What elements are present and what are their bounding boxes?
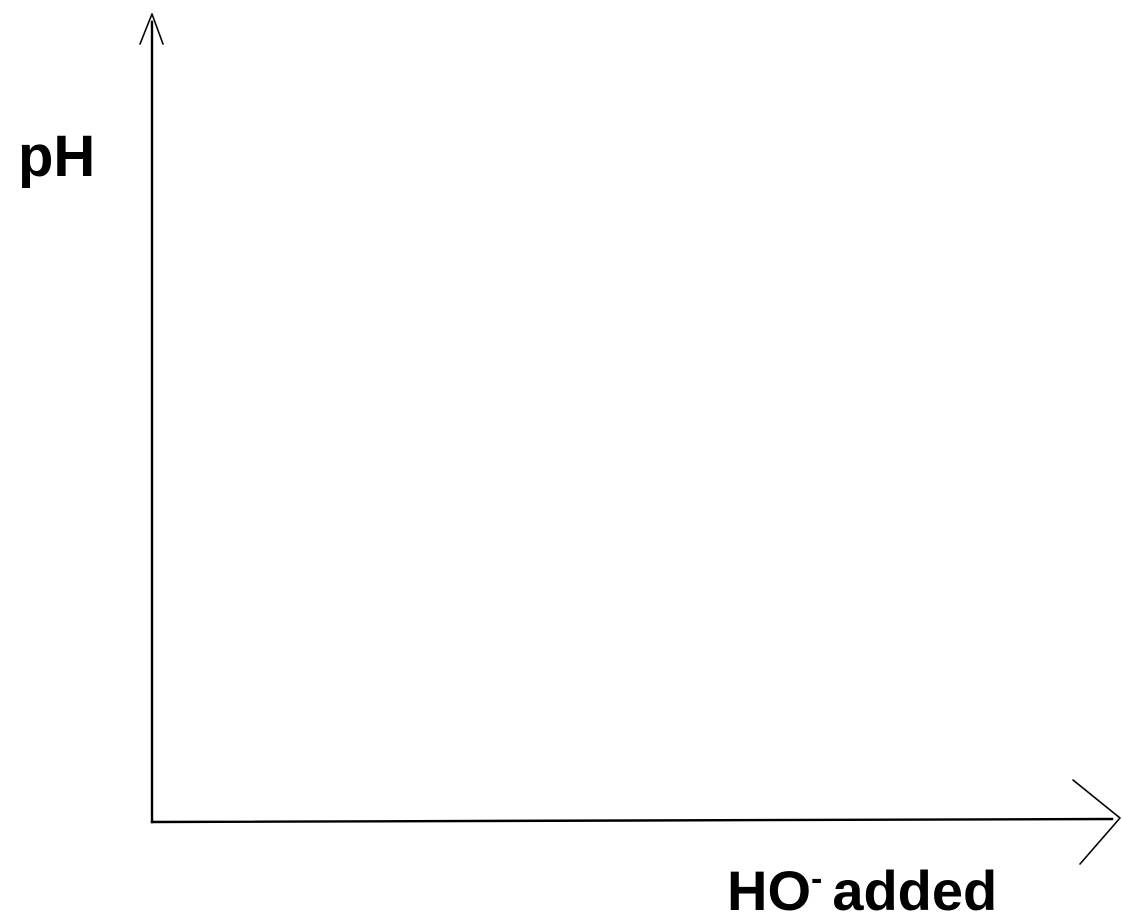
- x-axis-label-superscript: -: [811, 860, 823, 898]
- x-axis-label-suffix: added: [832, 859, 998, 922]
- y-axis-arrow-icon: [139, 13, 164, 45]
- x-axis-label-base: HO: [727, 859, 811, 922]
- x-axis-arrow-icon: [1072, 779, 1121, 865]
- y-axis-label: pH: [18, 124, 96, 189]
- x-axis-line: [150, 817, 1114, 824]
- x-axis-label: HO-added: [727, 862, 997, 919]
